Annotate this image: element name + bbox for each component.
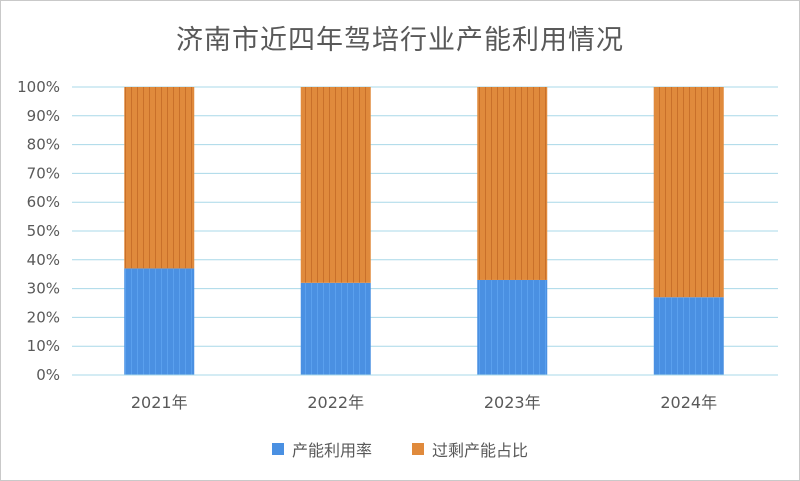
bar-segment-surplus <box>124 87 195 269</box>
y-tick-label: 60% <box>27 193 60 211</box>
legend-swatch-surplus <box>412 443 424 455</box>
x-tick-label: 2023年 <box>484 393 541 412</box>
x-tick-label: 2022年 <box>307 393 364 412</box>
x-axis: 2021年 2022年 2023年 2024年 <box>72 374 778 412</box>
bars <box>124 87 724 375</box>
legend-swatch-utilization <box>271 443 284 455</box>
legend-item-utilization: 产能利用率 <box>271 437 372 461</box>
y-tick-label: 90% <box>27 107 60 125</box>
legend-label-surplus: 过剩产能占比 <box>432 441 529 460</box>
bar-segment-utilization <box>300 282 371 375</box>
y-tick-label: 100% <box>17 78 60 96</box>
y-axis: 0% 10% 20% 30% 40% 50% 60% 70% 80% 90% 100% <box>17 78 60 384</box>
y-tick-label: 70% <box>27 164 60 182</box>
y-tick-label: 50% <box>27 222 60 240</box>
legend-item-surplus: 过剩产能占比 <box>412 437 528 461</box>
bar-segment-surplus <box>477 87 548 280</box>
y-tick-label: 10% <box>27 337 60 355</box>
y-tick-label: 80% <box>27 136 60 154</box>
bar-segment-utilization <box>477 279 548 375</box>
bar-segment-utilization <box>653 297 724 375</box>
bar-segment-surplus <box>653 87 724 298</box>
y-tick-label: 40% <box>27 251 60 269</box>
chart-title: 济南市近四年驾培行业产能利用情况 <box>176 25 624 56</box>
y-tick-label: 20% <box>27 308 60 326</box>
legend: 产能利用率 过剩产能占比 <box>0 437 800 461</box>
y-tick-label: 0% <box>36 366 60 384</box>
x-tick-label: 2021年 <box>131 393 188 412</box>
legend-label-utilization: 产能利用率 <box>291 441 372 460</box>
x-tick-label: 2024年 <box>660 393 717 412</box>
bar-segment-surplus <box>300 87 371 283</box>
bar-segment-utilization <box>124 268 195 375</box>
y-tick-label: 30% <box>27 280 60 298</box>
